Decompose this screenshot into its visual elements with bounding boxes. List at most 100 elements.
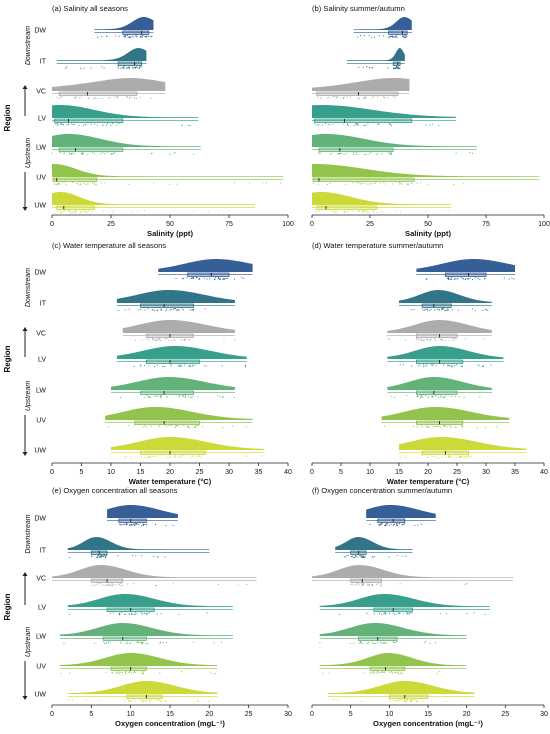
density-cloud: [52, 164, 284, 177]
arrow-up-icon: [22, 85, 28, 89]
rain-point: [368, 153, 370, 155]
rain-point: [355, 555, 357, 558]
rain-point: [222, 426, 224, 428]
density-cloud: [59, 623, 233, 636]
iqr-box: [56, 205, 95, 210]
rain-point: [147, 612, 149, 614]
rain-point: [80, 67, 82, 69]
rain-point: [438, 309, 441, 311]
rain-point: [398, 68, 400, 70]
rain-point: [82, 125, 84, 127]
rain-point: [122, 584, 124, 587]
rain-point: [451, 309, 453, 311]
rain-point: [95, 183, 97, 185]
rain-point: [69, 211, 71, 213]
rain-point: [444, 340, 446, 342]
rain-point: [356, 182, 358, 184]
rain-point: [156, 364, 158, 366]
rain-point: [165, 641, 168, 643]
rain-point: [479, 396, 481, 398]
rain-point: [99, 582, 101, 585]
series-VC: [122, 320, 236, 342]
rain-point: [410, 611, 412, 614]
rain-point: [72, 181, 74, 184]
rain-point: [223, 338, 225, 340]
rain-point: [152, 456, 155, 458]
rain-point: [185, 338, 187, 340]
rain-point: [165, 395, 168, 397]
rain-point: [423, 642, 425, 644]
rain-point: [353, 584, 355, 586]
rain-point: [346, 555, 348, 557]
series-LW: [312, 134, 477, 156]
rain-point: [421, 396, 424, 398]
rain-point: [393, 67, 395, 69]
rain-point: [398, 66, 400, 68]
rain-point: [443, 396, 445, 398]
rain-point: [72, 211, 74, 213]
rain-point: [438, 396, 440, 399]
rain-point: [203, 277, 205, 279]
rain-point: [363, 96, 365, 99]
rain-point: [154, 366, 156, 368]
panel-1: (a) Salinity all seasons 0 25 50 75 100 Salini…: [34, 4, 294, 238]
rain-point: [140, 35, 142, 37]
rain-point: [100, 182, 103, 184]
rain-point: [84, 124, 86, 126]
rain-point: [91, 182, 93, 184]
series-LV: [52, 105, 199, 127]
rain-point: [81, 152, 83, 154]
rain-point: [446, 425, 448, 427]
rain-point: [144, 309, 146, 311]
rain-point: [173, 152, 175, 154]
rain-point: [367, 211, 370, 214]
rain-point: [363, 210, 365, 212]
rain-point: [72, 152, 74, 154]
rain-point: [117, 67, 119, 69]
rain-point: [379, 183, 381, 185]
rain-point: [395, 35, 398, 37]
panel-3: (c) Water temperature all seasons 0 5 10 15 2…: [34, 241, 292, 486]
density-cloud: [52, 105, 199, 118]
rain-point: [187, 425, 189, 428]
rain-point: [383, 96, 385, 99]
rain-point: [106, 122, 109, 125]
rain-point: [343, 153, 345, 155]
rain-point: [421, 700, 423, 702]
rain-point: [347, 125, 349, 127]
series-LW: [387, 377, 492, 399]
density-cloud: [111, 377, 235, 390]
rain-point: [365, 154, 367, 156]
x-tick-label: 10: [366, 469, 374, 476]
rain-point: [68, 152, 70, 154]
rain-point: [349, 642, 351, 644]
rain-point: [398, 613, 400, 615]
rain-point: [430, 308, 432, 310]
rain-point: [109, 584, 111, 586]
rain-point: [380, 210, 382, 212]
downstream-label: Downstream: [25, 514, 32, 553]
rain-point: [261, 455, 263, 457]
series-DW: [158, 259, 253, 281]
rain-point: [119, 612, 121, 614]
panel-title: (b) Salinity summer/autumn: [312, 4, 405, 13]
rain-point: [420, 523, 422, 525]
rain-point: [121, 524, 123, 526]
category-label: VC: [36, 576, 46, 583]
rain-point: [451, 277, 453, 279]
rain-point: [181, 671, 183, 673]
rain-point: [133, 671, 135, 673]
rain-point: [192, 277, 194, 279]
rain-point: [369, 672, 371, 674]
rain-point: [406, 612, 408, 614]
rain-point: [74, 98, 76, 100]
rain-point: [442, 340, 444, 342]
series-VC: [312, 565, 514, 587]
rain-point: [377, 124, 379, 126]
iqr-box: [377, 518, 406, 523]
rain-point: [152, 337, 154, 340]
rain-point: [156, 340, 158, 342]
rain-point: [490, 364, 492, 366]
rain-point: [129, 642, 132, 644]
rain-point: [402, 364, 404, 366]
